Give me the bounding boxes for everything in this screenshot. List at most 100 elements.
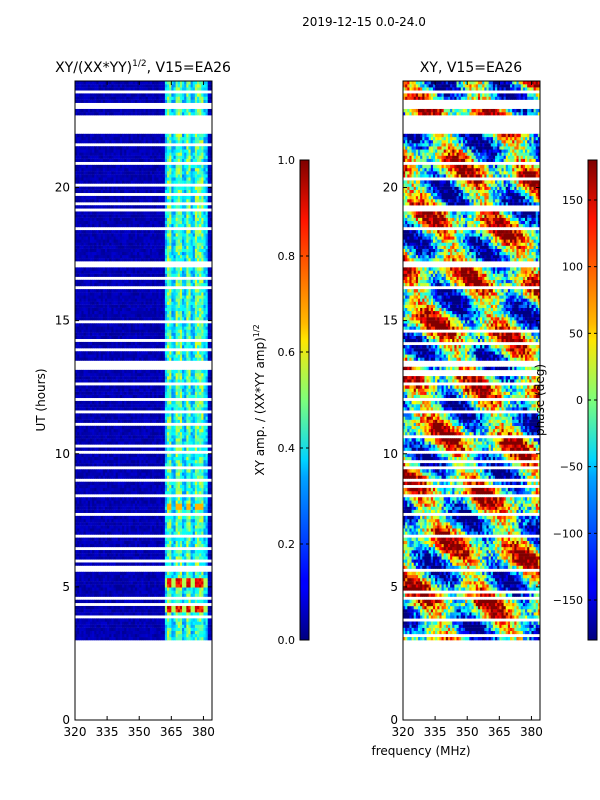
heatmap-cell <box>109 531 112 535</box>
heatmap-cell <box>152 372 155 377</box>
heatmap-cell <box>158 578 162 582</box>
heatmap-cell <box>175 419 179 423</box>
heatmap-cell <box>188 459 191 464</box>
heatmap-cell <box>167 345 170 349</box>
heatmap-cell <box>124 497 127 501</box>
heatmap-cell <box>162 354 166 358</box>
heatmap-cell <box>162 503 166 507</box>
heatmap-cell <box>115 562 119 566</box>
heatmap-cell <box>92 447 95 451</box>
heatmap-cell <box>117 447 121 451</box>
heatmap-cell <box>152 528 155 532</box>
heatmap-cell <box>128 540 132 545</box>
heatmap-cell <box>100 407 104 411</box>
heatmap-cell <box>94 463 97 467</box>
heatmap-cell <box>128 497 132 501</box>
heatmap-cell <box>111 394 114 399</box>
heatmap-cell <box>117 553 121 557</box>
heatmap-cell <box>192 637 196 641</box>
heatmap-cell <box>143 351 147 355</box>
heatmap-cell <box>128 503 132 507</box>
heatmap-cell <box>94 469 97 473</box>
heatmap-cell <box>141 438 144 442</box>
heatmap-cell <box>81 624 84 628</box>
heatmap-cell <box>197 329 200 333</box>
heatmap-cell <box>201 419 204 423</box>
heatmap-cell <box>175 537 179 541</box>
heatmap-cell <box>132 404 136 408</box>
heatmap-cell <box>190 357 194 361</box>
heatmap-cell <box>162 469 166 473</box>
heatmap-cell <box>75 357 78 361</box>
heatmap-cell <box>190 475 194 479</box>
heatmap-cell <box>145 459 149 464</box>
heatmap-cell <box>188 587 191 591</box>
heatmap-cell <box>141 388 144 392</box>
heatmap-cell <box>175 354 179 358</box>
heatmap-cell <box>167 500 170 504</box>
heatmap-cell <box>87 481 91 486</box>
heatmap-cell <box>169 571 172 576</box>
heatmap-cell <box>164 463 168 467</box>
heatmap-cell <box>89 553 93 557</box>
heatmap-cell <box>156 357 159 361</box>
heatmap-cell <box>209 497 212 501</box>
heatmap-cell <box>154 605 157 610</box>
heatmap-cell <box>137 531 140 535</box>
heatmap-cell <box>162 345 166 349</box>
heatmap-cell <box>115 581 119 585</box>
heatmap-cell <box>128 341 132 346</box>
heatmap-cell <box>128 578 132 582</box>
heatmap-cell <box>173 518 177 523</box>
heatmap-cell <box>132 574 136 579</box>
heatmap-cell <box>184 540 187 545</box>
heatmap-cell <box>109 372 112 377</box>
heatmap-cell <box>160 612 164 616</box>
heatmap-cell <box>164 416 168 420</box>
heatmap-cell <box>113 571 117 576</box>
heatmap-cell <box>128 372 132 377</box>
heatmap-cell <box>158 633 162 638</box>
heatmap-cell <box>107 463 110 467</box>
heatmap-cell <box>194 407 198 411</box>
heatmap-cell <box>207 469 211 473</box>
heatmap-cell <box>156 484 159 489</box>
heatmap-cell <box>184 500 187 504</box>
heatmap-cell <box>205 509 209 513</box>
heatmap-cell <box>164 487 168 492</box>
heatmap-cell <box>109 472 112 476</box>
heatmap-cell <box>160 351 164 355</box>
heatmap-cell <box>77 391 80 395</box>
heatmap-cell <box>188 404 191 408</box>
heatmap-cell <box>124 463 127 467</box>
heatmap-cell <box>77 329 80 333</box>
heatmap-cell <box>169 587 172 591</box>
heatmap-cell <box>197 407 200 411</box>
heatmap-cell <box>124 404 127 408</box>
heatmap-cell <box>199 556 202 560</box>
heatmap-cell <box>79 484 82 489</box>
heatmap-cell <box>111 627 114 632</box>
heatmap-cell <box>186 379 189 383</box>
heatmap-cell <box>147 354 151 358</box>
heatmap-cell <box>162 562 166 566</box>
heatmap-cell <box>115 491 119 495</box>
heatmap-cell <box>188 528 191 532</box>
heatmap-cell <box>209 404 212 408</box>
heatmap-cell <box>162 518 166 523</box>
heatmap-cell <box>154 487 157 492</box>
heatmap-cell <box>203 475 206 479</box>
heatmap-cell <box>119 497 123 501</box>
heatmap-cell <box>209 491 212 495</box>
heatmap-cell <box>113 515 117 520</box>
heatmap-cell <box>162 372 166 377</box>
heatmap-cell <box>92 540 95 545</box>
heatmap-cell <box>201 599 204 604</box>
heatmap-cell <box>205 528 209 532</box>
heatmap-cell <box>143 425 147 430</box>
heatmap-cell <box>190 469 194 473</box>
heatmap-cell <box>177 326 181 330</box>
heatmap-cell <box>137 354 140 358</box>
heatmap-cell <box>186 515 189 520</box>
heatmap-cell <box>89 587 93 591</box>
